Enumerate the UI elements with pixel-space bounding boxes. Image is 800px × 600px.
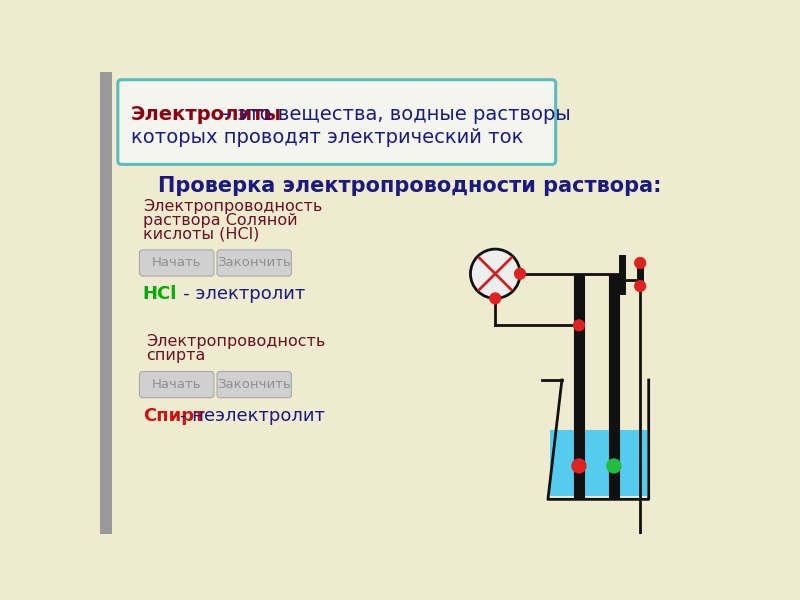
Text: Электропроводность: Электропроводность (146, 334, 326, 349)
Circle shape (607, 459, 621, 473)
Circle shape (572, 459, 586, 473)
Text: Электролиты: Электролиты (131, 105, 282, 124)
Text: Начать: Начать (152, 256, 202, 269)
Bar (550, 430, 647, 496)
Circle shape (470, 249, 520, 298)
Text: - неэлектролит: - неэлектролит (180, 407, 325, 425)
Circle shape (634, 281, 646, 292)
Text: Начать: Начать (152, 378, 202, 391)
Text: Электропроводность: Электропроводность (142, 199, 322, 214)
Circle shape (634, 257, 646, 268)
Text: Закончить: Закончить (218, 378, 291, 391)
Text: спирта: спирта (146, 347, 206, 362)
Circle shape (574, 320, 584, 331)
Text: Проверка электропроводности раствора:: Проверка электропроводности раствора: (158, 176, 662, 196)
Text: Спирт: Спирт (142, 407, 204, 425)
Bar (100, 72, 112, 534)
Circle shape (490, 293, 501, 304)
Text: раствора Соляной: раствора Соляной (142, 213, 298, 228)
Text: которых проводят электрический ток: которых проводят электрический ток (131, 128, 523, 147)
Text: Закончить: Закончить (218, 256, 291, 269)
Text: – это вещества, водные растворы: – это вещества, водные растворы (214, 105, 570, 124)
FancyBboxPatch shape (217, 250, 291, 276)
FancyBboxPatch shape (139, 250, 214, 276)
FancyBboxPatch shape (139, 371, 214, 398)
Circle shape (514, 268, 526, 279)
Text: - электролит: - электролит (166, 285, 305, 303)
FancyBboxPatch shape (217, 371, 291, 398)
Text: HCl: HCl (142, 285, 177, 303)
Text: кислоты (HCl): кислоты (HCl) (142, 227, 259, 242)
FancyBboxPatch shape (118, 80, 556, 164)
